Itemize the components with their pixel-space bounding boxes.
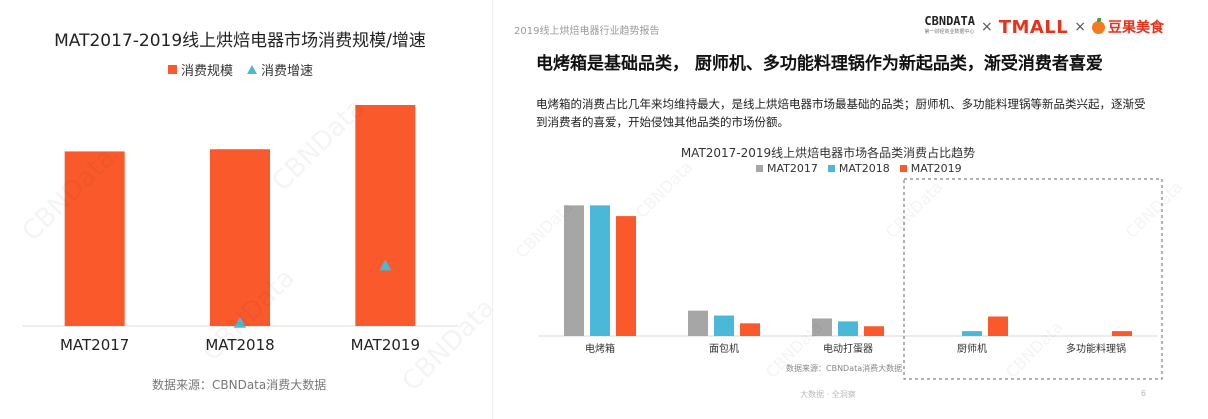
left-source: 数据来源：CBNData消费大数据 xyxy=(152,378,327,392)
brand-separator: × xyxy=(980,19,993,35)
bar-mat2017 xyxy=(564,205,584,336)
report-header: 2019线上烘焙电器行业趋势报告 xyxy=(514,26,660,37)
legend-item-growth: 消费增速 xyxy=(247,60,313,79)
cbndata-logo: CBNDATA 第一财经商业数据中心 xyxy=(924,14,975,38)
page-footer: 大数据 · 全洞察 xyxy=(800,390,856,399)
highlight-box xyxy=(903,178,1163,380)
left-chart: MAT2017 MAT2018 MAT2019 xyxy=(22,105,458,354)
legend-label-mat2018: MAT2018 xyxy=(838,162,890,175)
bar-mat2018 xyxy=(838,321,858,336)
legend-item-scale: 消费规模 xyxy=(168,60,233,79)
x-tick-label: MAT2018 xyxy=(205,336,274,354)
legend-label-growth: 消费增速 xyxy=(261,64,314,79)
bar-mat2017 xyxy=(688,310,708,336)
x-tick-label: MAT2019 xyxy=(351,336,420,354)
bar-mat2019 xyxy=(1112,331,1132,336)
legend-swatch-mat2018 xyxy=(827,165,835,172)
legend-item-mat2017: MAT2017 xyxy=(756,162,818,175)
left-panel: MAT2017-2019线上烘焙电器市场消费规模/增速 消费规模 消费增速 MA… xyxy=(0,0,501,419)
douguo-logo-text: 豆果美食 xyxy=(1108,20,1164,36)
left-chart-title: MAT2017-2019线上烘焙电器市场消费规模/增速 xyxy=(54,31,426,51)
bar-mat2017 xyxy=(812,318,832,336)
bar-mat2018 xyxy=(962,331,982,336)
bar-mat2019 xyxy=(355,105,416,326)
bar-mat2018 xyxy=(590,205,610,336)
right-legend: MAT2017 MAT2018 MAT2019 xyxy=(756,162,962,175)
bar-mat2019 xyxy=(988,316,1008,336)
growth-marker-mat2018 xyxy=(234,316,246,328)
douguo-icon xyxy=(1092,17,1105,34)
legend-swatch-mat2017 xyxy=(756,165,763,172)
panel-divider xyxy=(492,0,493,419)
x-tick-label: 电动打蛋器 xyxy=(823,342,873,355)
bar-mat2019 xyxy=(864,326,884,336)
right-source: 数据来源：CBNData消费大数据 xyxy=(786,364,903,373)
bar-mat2018 xyxy=(714,315,734,336)
left-legend: 消费规模 消费增速 xyxy=(168,60,313,79)
x-tick-label: MAT2017 xyxy=(60,336,129,354)
x-tick-label: 面包机 xyxy=(709,342,739,355)
brand-separator: × xyxy=(1074,19,1086,35)
bar-mat2018 xyxy=(210,149,270,326)
brand-bar: CBNDATA 第一财经商业数据中心 × TMALL × 豆果美食 xyxy=(924,14,1164,38)
legend-triangle-growth xyxy=(247,65,258,74)
page-description: 电烤箱的消费占比几年来均维持最大，是线上烘焙电器市场最基础的品类；厨师机、多功能… xyxy=(536,97,1146,129)
legend-swatch-mat2019 xyxy=(899,165,907,172)
right-chart-title: MAT2017-2019线上烘焙电器市场各品类消费占比趋势 xyxy=(680,146,976,160)
x-tick-label: 多功能料理锅 xyxy=(1066,342,1126,355)
legend-swatch-scale xyxy=(168,65,177,74)
bar-mat2019 xyxy=(616,216,636,336)
bar-mat2017 xyxy=(64,151,125,326)
legend-item-mat2019: MAT2019 xyxy=(899,162,962,175)
right-panel: 2019线上烘焙电器行业趋势报告 CBNDATA 第一财经商业数据中心 × TM… xyxy=(498,0,1208,419)
tmall-logo: TMALL xyxy=(998,16,1069,38)
x-tick-label: 厨师机 xyxy=(957,342,987,355)
page-headline: 电烤箱是基础品类， 厨师机、多功能料理锅作为新起品类，渐受消费者喜爱 xyxy=(536,54,1103,74)
douguo-logo: 豆果美食 xyxy=(1092,17,1164,37)
cbndata-logo-text: CBNDATA xyxy=(924,14,975,28)
legend-label-mat2019: MAT2019 xyxy=(910,162,962,175)
growth-marker-mat2019 xyxy=(379,259,392,271)
right-chart: 电烤箱 面包机 电动打蛋器 厨师机 多功能料理锅 xyxy=(538,178,1163,380)
cbndata-logo-subtext: 第一财经商业数据中心 xyxy=(924,29,975,35)
bar-mat2019 xyxy=(740,323,760,336)
legend-label-mat2017: MAT2017 xyxy=(767,162,818,175)
page-number: 6 xyxy=(1140,389,1146,398)
legend-item-mat2018: MAT2018 xyxy=(827,162,890,175)
legend-label-scale: 消费规模 xyxy=(181,64,234,79)
x-tick-label: 电烤箱 xyxy=(585,342,615,355)
